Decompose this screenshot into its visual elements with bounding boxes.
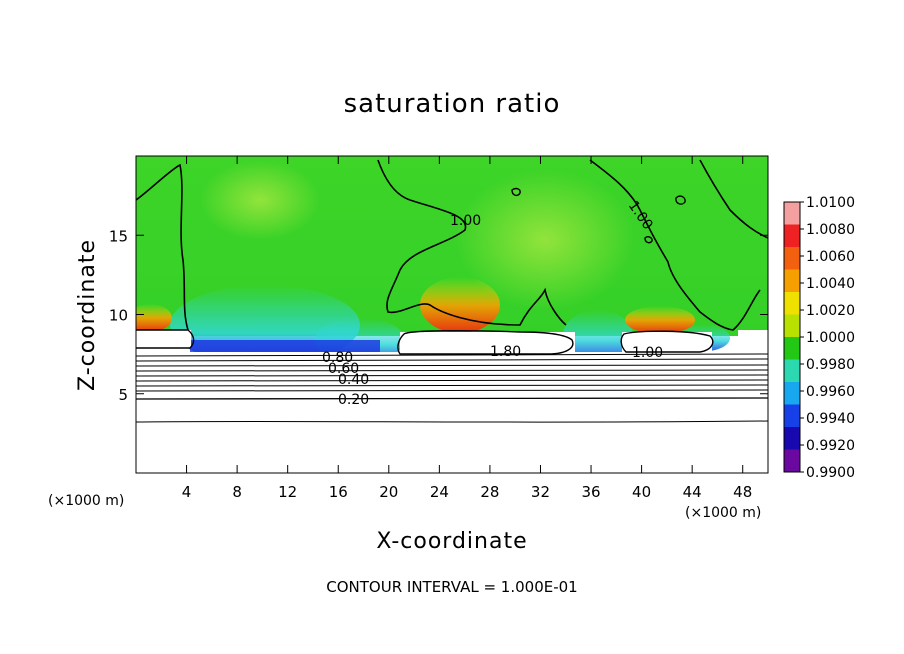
y-axis: 5 10 15 [109, 227, 768, 404]
colorbar-tick-label: 0.9960 [806, 384, 855, 400]
x-tick-label: 16 [329, 483, 348, 501]
colorbar-tick-label: 0.9940 [806, 411, 855, 427]
contour-line-1-00-mid [377, 159, 567, 326]
colorbar-swatch [784, 292, 800, 315]
contour-label: 1.00 [450, 213, 481, 229]
x-tick-label: 48 [733, 483, 752, 501]
y-tick-label: 10 [109, 307, 128, 325]
colorbar-tick-label: 0.9900 [806, 465, 855, 481]
contour-line-1-00-right [589, 159, 768, 331]
warm-region-center [420, 277, 500, 333]
chart-title: saturation ratio [344, 89, 561, 119]
contour-cloud-left [136, 329, 195, 349]
x-tick-label: 32 [531, 483, 550, 501]
x-tick-label: 20 [379, 483, 398, 501]
white-cloud-right [622, 332, 712, 352]
x-tick-label: 40 [632, 483, 651, 501]
colorbar-tick-label: 1.0020 [806, 303, 855, 319]
colorbar: 1.0100 1.0080 1.0060 1.0040 1.0020 1.0000 0.99… [783, 195, 855, 481]
white-cloud-mid [400, 332, 575, 354]
contour-line-1-00-left [136, 163, 189, 331]
x-tick-label: 12 [278, 483, 297, 501]
contour-cloud-right [620, 330, 714, 353]
colorbar-swatch [784, 404, 800, 428]
colorbar-swatch [784, 202, 800, 225]
x-tick-label: 44 [683, 483, 702, 501]
bright-green-patch-2 [200, 160, 320, 240]
contour-label: 1.80 [490, 344, 521, 360]
x-axis-unit-right: (×1000 m) [685, 505, 761, 521]
colorbar-swatch [784, 224, 800, 248]
colorbar-swatch [784, 382, 800, 405]
lower-white-region [136, 352, 768, 473]
colorbar-tick-label: 1.0060 [806, 249, 855, 265]
colorbar-swatch [784, 427, 800, 450]
contour-label: 0.60 [328, 361, 359, 377]
warm-region-right [625, 306, 695, 334]
contour-label: 1.00 [632, 345, 663, 361]
colorbar-tick-label: 1.0080 [806, 222, 855, 238]
colorbar-swatch [784, 314, 800, 338]
white-cloud-far-right [738, 330, 768, 348]
contour-line-1-00-small [511, 187, 686, 244]
white-cloud-left [136, 330, 191, 348]
colorbar-tick-label: 1.0040 [806, 276, 855, 292]
colorbar-tick-label: 0.9920 [806, 438, 855, 454]
contour-cloud-mid [397, 330, 574, 355]
colorbar-swatch [784, 337, 800, 360]
colorbar-tick-label: 0.9980 [806, 357, 855, 373]
colorbar-swatch [784, 359, 800, 383]
contour-label: 0.20 [338, 392, 369, 408]
x-axis-unit-left: (×1000 m) [48, 493, 124, 509]
x-axis: 4 8 12 16 20 24 28 32 36 40 44 48 [182, 156, 752, 501]
heatmap-field [136, 156, 768, 473]
blue-band [190, 340, 380, 352]
x-tick-label: 4 [182, 483, 192, 501]
x-tick-label: 8 [232, 483, 242, 501]
colorbar-swatch [784, 449, 800, 473]
cyan-region-right [563, 310, 633, 360]
contour-interval-note: CONTOUR INTERVAL = 1.000E-01 [326, 578, 577, 596]
colorbar-swatch [784, 269, 800, 293]
colorbar-swatch [784, 247, 800, 270]
x-tick-label: 28 [480, 483, 499, 501]
colorbar-tick-label: 1.0100 [806, 195, 855, 211]
colorbar-tick-label: 1.0000 [806, 330, 855, 346]
contour-label: 0.40 [338, 372, 369, 388]
x-tick-label: 36 [581, 483, 600, 501]
x-axis-label: X-coordinate [376, 529, 527, 554]
x-tick-label: 24 [430, 483, 449, 501]
y-tick-label: 15 [109, 227, 128, 245]
y-tick-label: 5 [118, 386, 128, 404]
contour-labels: 1.00 1.00 1.00 1.80 0.80 0.60 0.40 0.20 [322, 198, 663, 408]
lower-contour-lines [136, 353, 768, 423]
bright-green-patch [455, 170, 635, 310]
warm-region-left [136, 304, 172, 332]
y-axis-label: Z-coordinate [75, 239, 100, 391]
contour-label: 0.80 [322, 350, 353, 366]
